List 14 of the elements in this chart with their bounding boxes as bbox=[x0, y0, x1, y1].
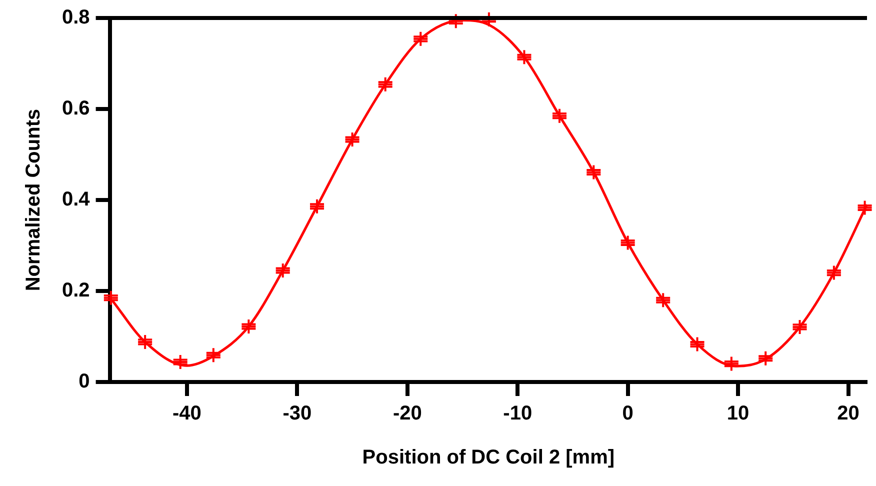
x-tick-label: -30 bbox=[282, 402, 312, 425]
y-tick-label: 0.6 bbox=[62, 98, 90, 120]
x-axis-title: Position of DC Coil 2 [mm] bbox=[362, 446, 615, 469]
y-tick-label: 0 bbox=[78, 370, 90, 393]
y-tick-label: 0.8 bbox=[62, 6, 90, 29]
x-tick-label: 0 bbox=[622, 402, 634, 425]
x-tick-label: -20 bbox=[392, 402, 422, 425]
y-tick-label: 0.2 bbox=[62, 280, 90, 302]
x-tick-label: -40 bbox=[172, 402, 202, 425]
y-tick-label: 0.4 bbox=[62, 188, 91, 211]
x-tick-label: -10 bbox=[503, 402, 532, 425]
y-axis-title: Normalized Counts bbox=[22, 108, 45, 292]
x-tick-label: 20 bbox=[837, 402, 860, 425]
x-tick-label: 10 bbox=[726, 402, 750, 425]
